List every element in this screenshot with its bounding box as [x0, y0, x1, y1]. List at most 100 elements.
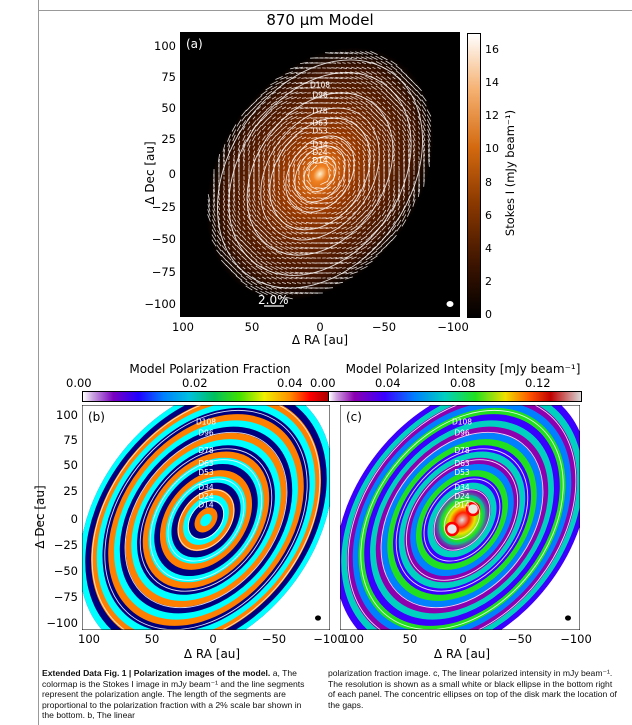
panel-c-gap-label: D34 — [454, 483, 470, 492]
polarization-vector — [207, 209, 211, 217]
polarization-vector — [362, 116, 366, 120]
polarization-vector — [375, 85, 383, 91]
polarization-vector — [238, 180, 240, 186]
polarization-vector — [386, 209, 392, 217]
polarization-vector — [392, 125, 396, 131]
polarization-vector — [262, 149, 266, 157]
polarization-vector — [247, 199, 251, 207]
polarization-vector — [222, 144, 226, 152]
polarization-vector — [285, 120, 293, 126]
polarization-vector — [345, 120, 353, 126]
panel-b-ring — [104, 409, 308, 630]
polarization-vector — [271, 261, 277, 265]
polarization-vector — [362, 159, 366, 167]
polarization-vector — [290, 225, 298, 231]
polarization-vector — [330, 267, 338, 269]
polarization-vector — [350, 91, 358, 95]
polarization-vector — [332, 186, 336, 190]
polarization-vector — [271, 209, 277, 217]
polarization-vector — [235, 275, 243, 281]
polarization-vector — [391, 100, 397, 106]
polarization-vector — [341, 126, 347, 130]
polarization-vector — [340, 276, 348, 280]
polarization-vector — [398, 136, 400, 140]
polarization-vector — [331, 62, 337, 64]
polarization-vector — [357, 111, 361, 115]
polarization-vector — [325, 77, 333, 79]
polarization-vector — [362, 189, 366, 197]
polarization-vector — [266, 276, 272, 280]
polarization-vector — [217, 205, 221, 211]
polarization-vector — [381, 75, 387, 81]
panel-c-ring — [380, 431, 544, 609]
polarization-vector — [301, 72, 307, 74]
polarization-vector — [360, 81, 368, 85]
polarization-vector — [345, 276, 353, 280]
polarization-vector — [262, 276, 266, 280]
polarization-vector — [300, 272, 308, 274]
polarization-vector — [212, 214, 216, 222]
polarization-vector — [403, 179, 405, 187]
polarization-vector — [396, 115, 402, 121]
polarization-vector — [418, 136, 420, 140]
polarization-vector — [271, 199, 277, 207]
polarization-vector — [271, 91, 277, 95]
polarization-vector — [242, 230, 246, 236]
polarization-vector — [407, 204, 411, 212]
polarization-vector — [276, 236, 282, 240]
polarization-vector — [406, 124, 412, 132]
polarization-vector — [266, 210, 272, 216]
polarization-vector — [303, 166, 305, 170]
polarization-vector — [276, 149, 282, 157]
polarization-vector — [362, 195, 366, 201]
polarization-vector — [335, 52, 343, 54]
polarization-vector — [407, 199, 411, 207]
polarization-vector — [422, 119, 426, 127]
panel-b-xtick: 50 — [144, 632, 160, 646]
polarization-vector — [325, 262, 333, 264]
polarization-vector — [352, 145, 356, 151]
polarization-vector — [281, 282, 287, 284]
polarization-vector — [295, 86, 303, 90]
polarization-vector — [418, 146, 420, 150]
polarization-vector — [265, 260, 273, 266]
panel-a-label: (a) — [186, 37, 203, 51]
polarization-vector — [231, 234, 237, 242]
panel-a-gap-label: D108 — [310, 81, 330, 90]
polarization-vector — [376, 91, 382, 95]
polarization-vector — [247, 125, 251, 131]
polarization-vector — [360, 260, 368, 266]
polarization-vector — [363, 174, 365, 182]
polarization-vector — [377, 194, 381, 202]
polarization-vector — [281, 286, 287, 290]
polarization-vector — [340, 140, 348, 146]
polarization-vector — [338, 175, 340, 181]
polarization-vector — [371, 86, 377, 90]
polarization-vector — [392, 194, 396, 202]
polarization-vector — [381, 129, 387, 137]
polarization-vector — [285, 91, 293, 95]
polarization-vector — [335, 261, 343, 265]
polarization-vector — [421, 99, 427, 107]
polarization-vector — [406, 114, 412, 122]
polarization-vector — [427, 129, 431, 137]
polarization-vector — [366, 204, 372, 212]
polarization-vector — [275, 81, 283, 85]
polarization-vector — [387, 199, 391, 207]
polarization-vector — [227, 189, 231, 197]
polarization-vector — [227, 209, 231, 217]
polarization-vector — [325, 196, 333, 200]
polarization-vector — [272, 140, 276, 146]
polarization-vector — [257, 276, 261, 280]
polarization-vector — [247, 121, 251, 125]
polarization-vector — [326, 156, 332, 160]
polarization-vector — [211, 229, 217, 237]
polarization-vector — [382, 154, 386, 162]
polarization-vector — [397, 184, 401, 192]
polarization-vector — [330, 195, 338, 201]
polarization-vector — [291, 287, 297, 289]
polarization-vector — [421, 109, 427, 117]
polarization-vector — [251, 105, 257, 111]
polarization-vector — [268, 160, 270, 166]
polarization-vector — [406, 85, 412, 91]
